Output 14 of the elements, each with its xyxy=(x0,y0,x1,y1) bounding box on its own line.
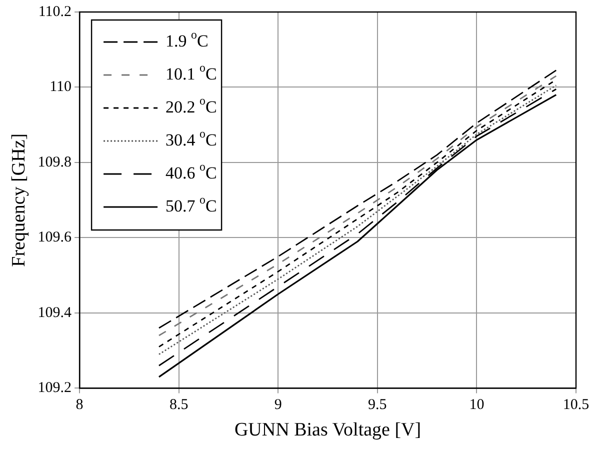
y-axis-title: Frequency [GHz] xyxy=(8,133,30,267)
x-tick-label: 8 xyxy=(76,397,84,414)
x-tick-label: 9 xyxy=(274,397,282,414)
x-tick-label: 8.5 xyxy=(169,397,188,414)
x-axis-title: GUNN Bias Voltage [V] xyxy=(234,420,422,441)
y-tick-label: 109.8 xyxy=(38,154,72,170)
x-tick-label: 9.5 xyxy=(368,397,387,414)
y-tick-label: 109.2 xyxy=(38,380,72,396)
y-tick-label: 109.4 xyxy=(38,304,72,321)
x-tick-label: 10 xyxy=(469,397,484,414)
y-tick-label: 110.2 xyxy=(38,4,72,20)
y-tick-label: 109.6 xyxy=(38,230,72,246)
y-tick-label: 110 xyxy=(50,79,72,96)
x-tick-label: 10.5 xyxy=(562,397,590,414)
